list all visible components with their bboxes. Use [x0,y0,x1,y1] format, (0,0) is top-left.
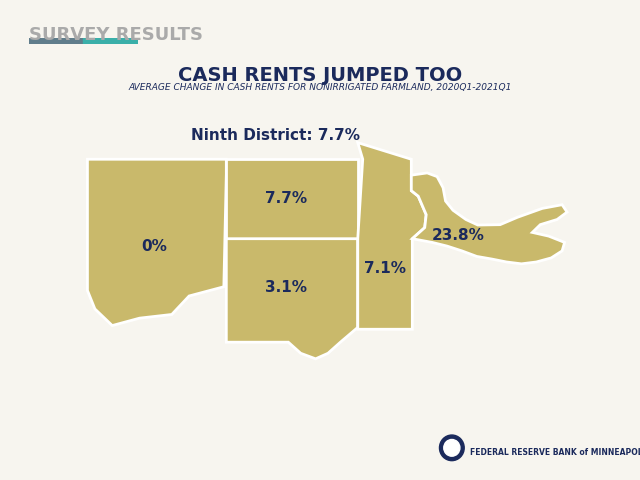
Text: Ninth District: 7.7%: Ninth District: 7.7% [191,128,360,143]
Text: 7.1%: 7.1% [364,261,406,276]
Bar [83,38,138,44]
Text: 3.1%: 3.1% [265,280,307,295]
Text: 23.8%: 23.8% [431,228,484,242]
Text: FEDERAL RESERVE BANK of MINNEAPOLIS: FEDERAL RESERVE BANK of MINNEAPOLIS [470,448,640,456]
Polygon shape [227,239,358,359]
Text: AVERAGE CHANGE IN CASH RENTS FOR NONIRRIGATED FARMLAND, 2020Q1-2021Q1: AVERAGE CHANGE IN CASH RENTS FOR NONIRRI… [128,83,512,92]
Circle shape [440,435,464,461]
Text: CASH RENTS JUMPED TOO: CASH RENTS JUMPED TOO [178,66,462,85]
Text: 0%: 0% [141,239,167,253]
Circle shape [444,440,460,456]
Bar [29,38,83,44]
Text: SURVEY RESULTS: SURVEY RESULTS [29,26,203,45]
Polygon shape [412,173,567,264]
Polygon shape [227,159,358,239]
Polygon shape [358,143,426,329]
Polygon shape [88,159,227,325]
Text: 7.7%: 7.7% [265,192,307,206]
